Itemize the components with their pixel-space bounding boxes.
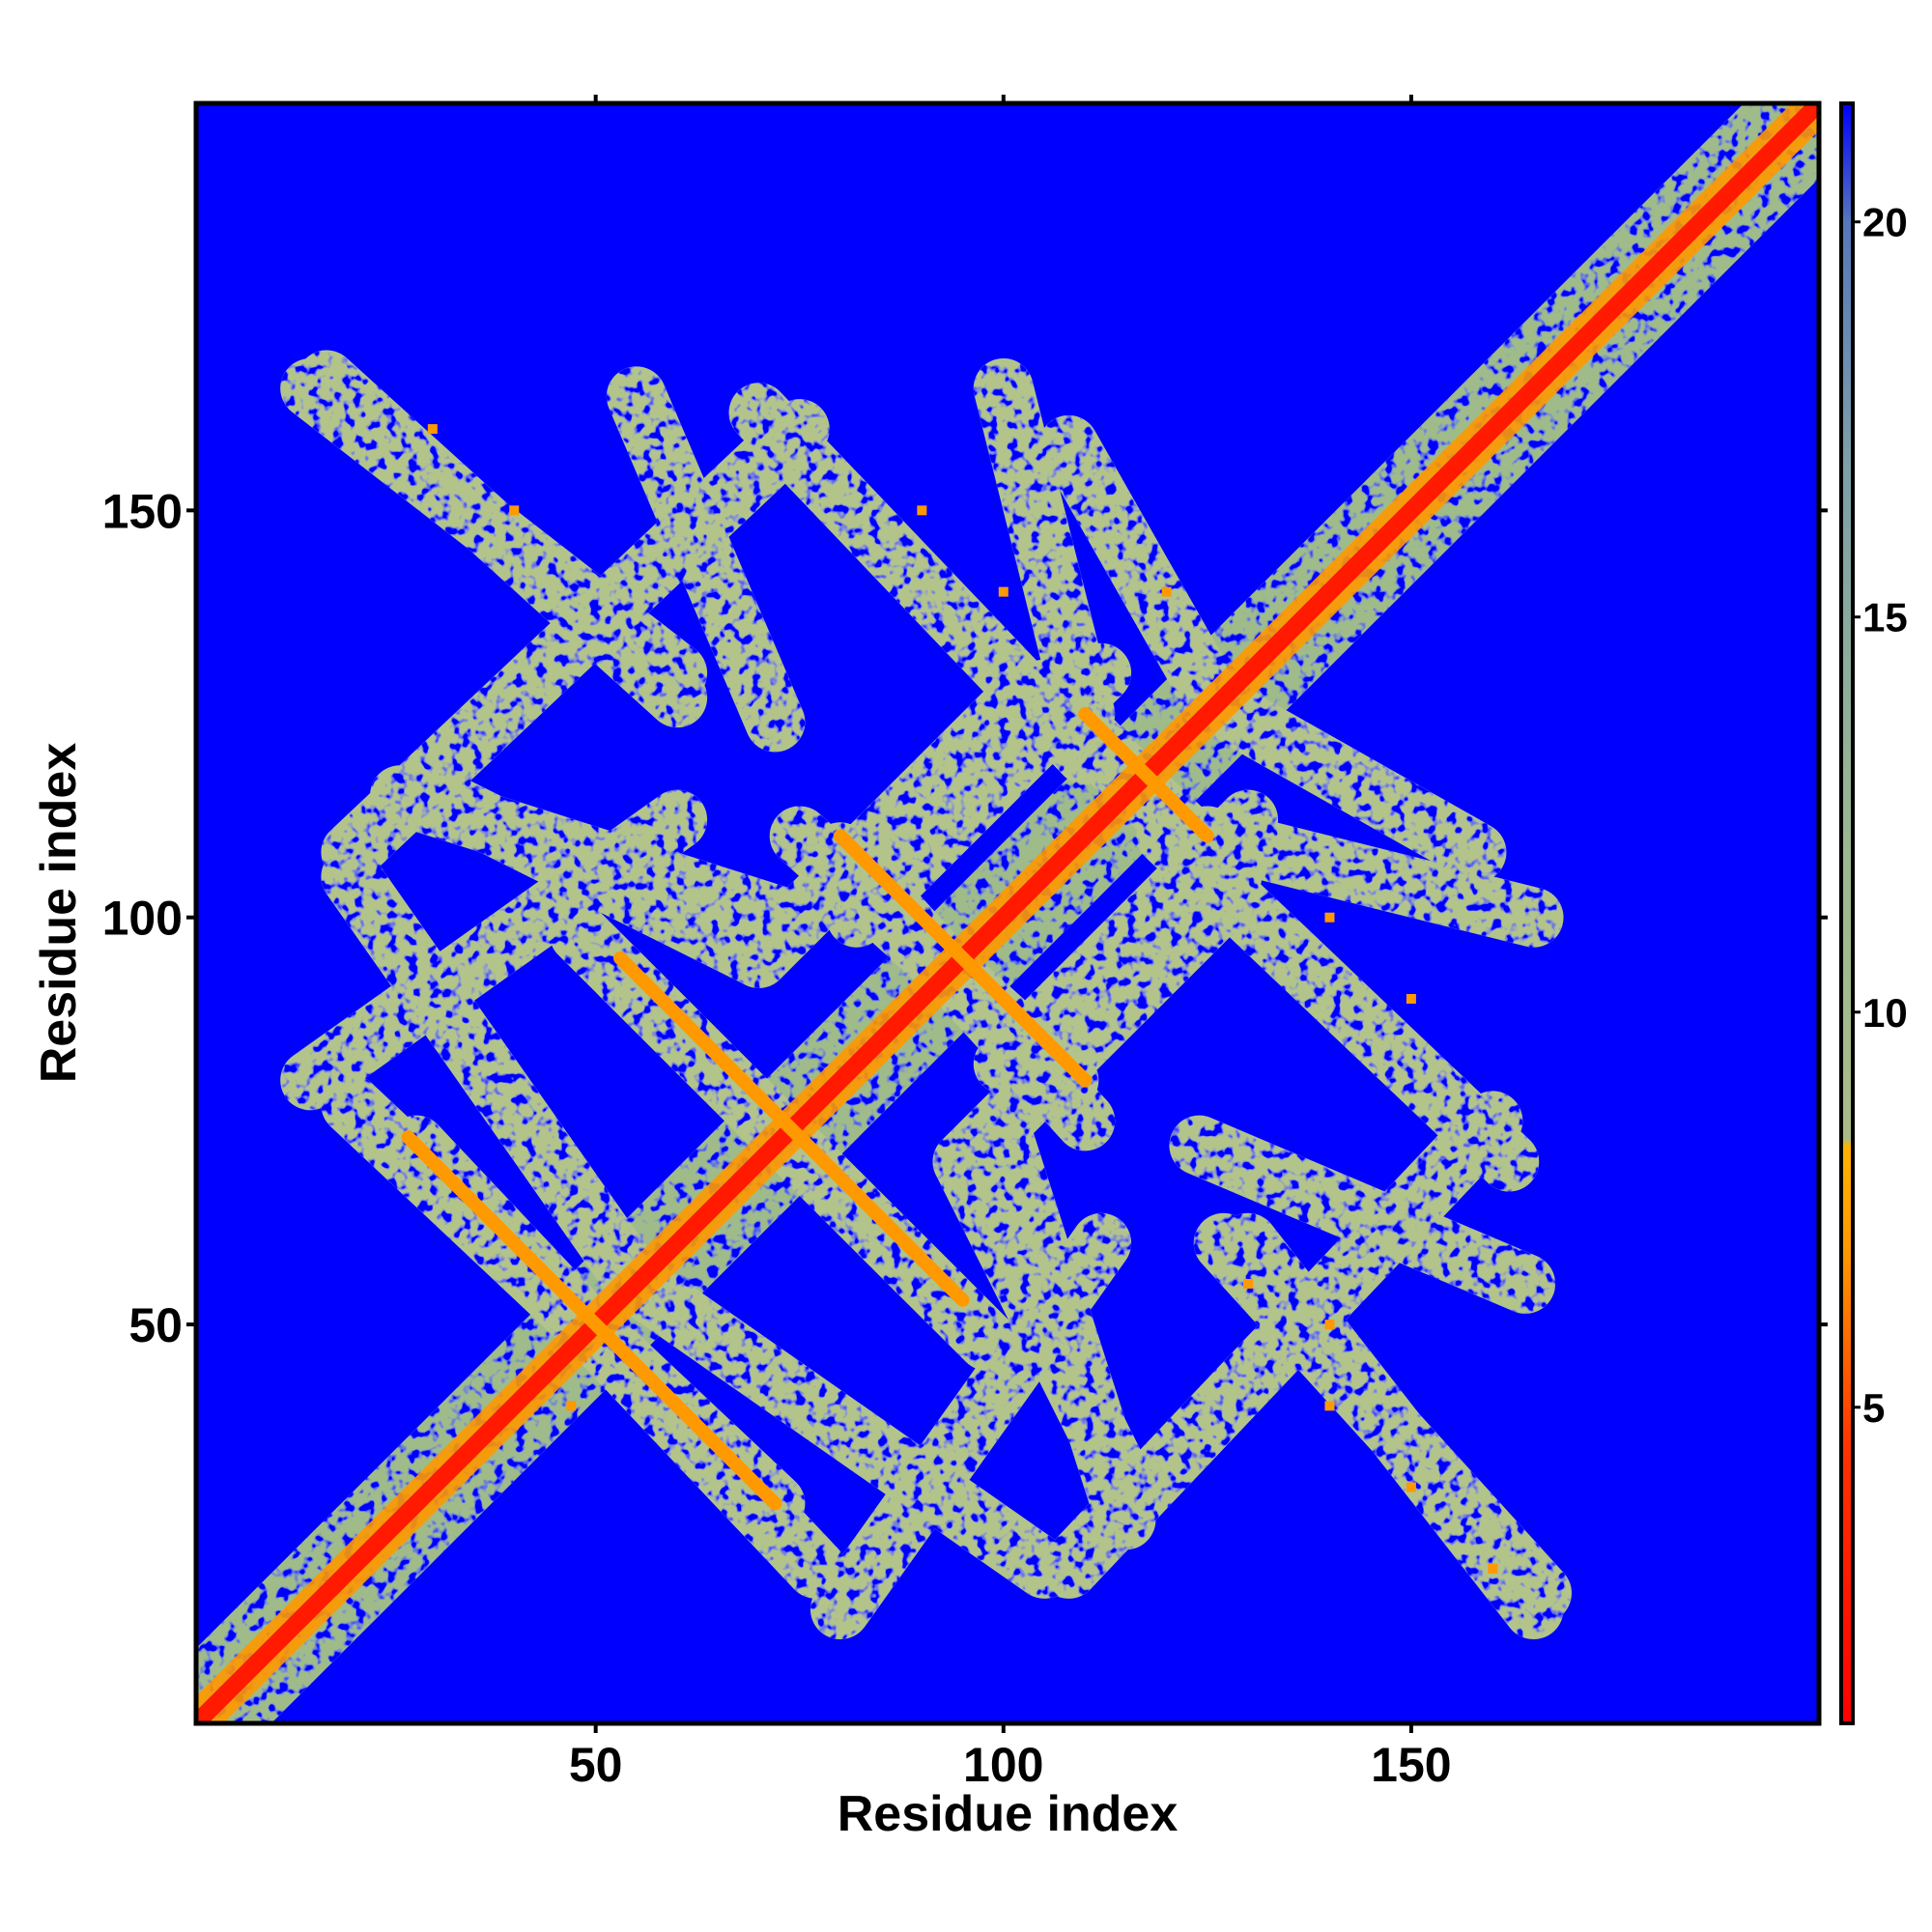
contact-hotspot bbox=[427, 424, 438, 435]
contact-hotspot bbox=[1161, 586, 1172, 597]
contact-band bbox=[606, 366, 806, 753]
antidiagonal-line bbox=[833, 829, 1093, 1088]
y-axis-ticks: 50 100 150 bbox=[102, 484, 1828, 1352]
contact-band bbox=[1038, 414, 1237, 720]
contact-band bbox=[589, 944, 1017, 1371]
x-axis-title: Residue index bbox=[838, 1786, 1179, 1842]
y-tick-label: 150 bbox=[102, 484, 183, 538]
y-tick-label: 50 bbox=[128, 1298, 183, 1352]
contact-hotspot bbox=[1406, 1482, 1416, 1492]
contact-band bbox=[1038, 1091, 1523, 1599]
contact-band bbox=[932, 887, 1237, 1192]
contact-band bbox=[728, 684, 1034, 988]
contact-band bbox=[810, 822, 1116, 1151]
contact-lines bbox=[196, 103, 1819, 1723]
contact-band bbox=[932, 1131, 1156, 1518]
contact-hotspot bbox=[672, 1401, 683, 1411]
colorbar-tick-label: 5 bbox=[1862, 1385, 1885, 1431]
contact-band bbox=[321, 399, 830, 883]
x-tick-label: 150 bbox=[1371, 1738, 1451, 1792]
contact-band bbox=[402, 765, 789, 988]
y-axis-title: Residue index bbox=[31, 743, 87, 1084]
contact-hotspot bbox=[1243, 1278, 1254, 1289]
contact-hotspot bbox=[1324, 1401, 1335, 1411]
colorbar bbox=[1839, 101, 1855, 1725]
contact-band bbox=[321, 846, 667, 1314]
antidiagonal-line bbox=[401, 1130, 782, 1511]
colorbar-tick-label: 10 bbox=[1862, 990, 1908, 1036]
contact-band bbox=[1202, 684, 1507, 883]
contact-band bbox=[606, 1253, 1074, 1599]
diagonal-red bbox=[196, 103, 1819, 1723]
antidiagonal-line bbox=[612, 951, 970, 1307]
x-axis-ticks: 50 100 150 bbox=[569, 95, 1452, 1792]
contact-band bbox=[1177, 806, 1564, 948]
contact-hotspot bbox=[1324, 1320, 1335, 1330]
contact-band bbox=[973, 357, 1116, 745]
contact-hotspot bbox=[998, 586, 1009, 597]
y-tick-label: 100 bbox=[102, 892, 183, 946]
contact-hotspot bbox=[1488, 1563, 1498, 1574]
contact-hotspot bbox=[1406, 993, 1416, 1004]
x-tick-label: 100 bbox=[963, 1738, 1043, 1792]
colorbar-tick-label: 15 bbox=[1862, 595, 1908, 640]
contact-band bbox=[1169, 1115, 1556, 1314]
contact-hotspot bbox=[566, 1401, 577, 1411]
colorbar-ticks: 5 10 15 20 bbox=[1853, 200, 1908, 1431]
plot-frame bbox=[193, 100, 1822, 1726]
contact-hotspot bbox=[917, 505, 927, 516]
contact-hotspot bbox=[509, 505, 520, 516]
contact-hotspot bbox=[1324, 912, 1335, 923]
colorbar-tick-label: 20 bbox=[1862, 200, 1908, 245]
antidiagonal-line bbox=[1078, 707, 1214, 843]
x-tick-label: 50 bbox=[569, 1738, 623, 1792]
